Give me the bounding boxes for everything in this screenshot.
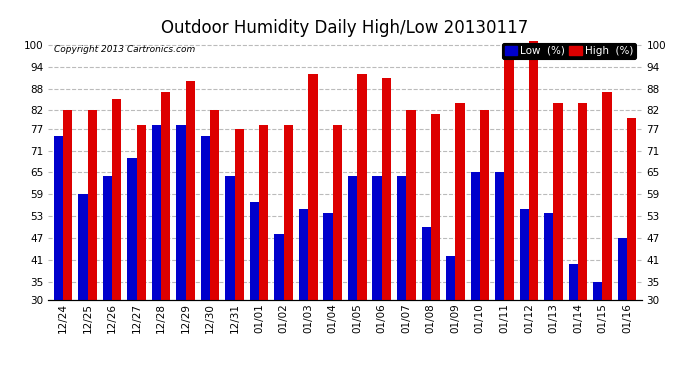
Bar: [397, 176, 406, 300]
Bar: [422, 227, 431, 300]
Bar: [177, 125, 186, 300]
Bar: [333, 125, 342, 300]
Bar: [495, 172, 504, 300]
Bar: [593, 282, 602, 300]
Bar: [63, 110, 72, 300]
Bar: [520, 209, 529, 300]
Bar: [455, 103, 464, 300]
Bar: [210, 110, 219, 300]
Bar: [602, 92, 612, 300]
Bar: [544, 213, 553, 300]
Bar: [259, 125, 268, 300]
Bar: [529, 41, 538, 300]
Bar: [406, 110, 415, 300]
Bar: [504, 45, 513, 300]
Bar: [235, 129, 244, 300]
Bar: [78, 194, 88, 300]
Bar: [137, 125, 146, 300]
Bar: [553, 103, 563, 300]
Bar: [88, 110, 97, 300]
Bar: [578, 103, 587, 300]
Bar: [127, 158, 137, 300]
Bar: [324, 213, 333, 300]
Legend: Low  (%), High  (%): Low (%), High (%): [502, 43, 636, 59]
Bar: [471, 172, 480, 300]
Bar: [201, 136, 210, 300]
Bar: [618, 238, 627, 300]
Bar: [299, 209, 308, 300]
Bar: [308, 74, 317, 300]
Bar: [186, 81, 195, 300]
Bar: [569, 264, 578, 300]
Bar: [54, 136, 63, 300]
Bar: [284, 125, 293, 300]
Bar: [152, 125, 161, 300]
Bar: [275, 234, 284, 300]
Bar: [357, 74, 366, 300]
Bar: [373, 176, 382, 300]
Bar: [627, 118, 636, 300]
Bar: [382, 78, 391, 300]
Bar: [103, 176, 112, 300]
Bar: [348, 176, 357, 300]
Bar: [112, 99, 121, 300]
Text: Copyright 2013 Cartronics.com: Copyright 2013 Cartronics.com: [55, 45, 195, 54]
Bar: [161, 92, 170, 300]
Bar: [480, 110, 489, 300]
Title: Outdoor Humidity Daily High/Low 20130117: Outdoor Humidity Daily High/Low 20130117: [161, 20, 529, 38]
Bar: [226, 176, 235, 300]
Bar: [446, 256, 455, 300]
Bar: [250, 202, 259, 300]
Bar: [431, 114, 440, 300]
